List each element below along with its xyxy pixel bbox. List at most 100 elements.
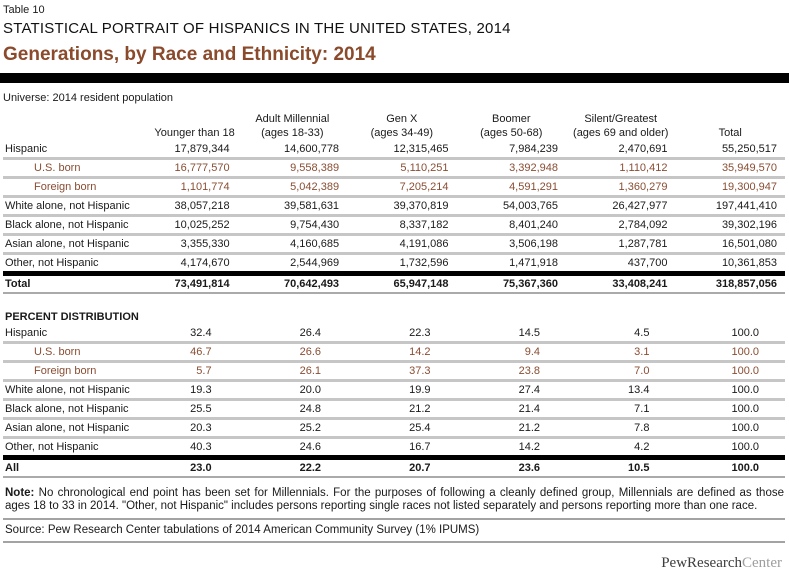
table-row-other-pct: Other, not Hispanic 40.3 24.6 16.7 14.2 … xyxy=(3,438,785,458)
report-title: STATISTICAL PORTRAIT OF HISPANICS IN THE… xyxy=(3,20,511,37)
table-row-asian-pct: Asian alone, not Hispanic 20.3 25.2 25.4… xyxy=(3,418,785,439)
cell: 21.4 xyxy=(456,399,566,420)
cell: 54,003,765 xyxy=(456,196,566,217)
pew-research-logo-center: Center xyxy=(742,555,782,571)
table-row-us-born: U.S. born 16,777,570 9,558,389 5,110,251… xyxy=(3,158,785,179)
cell: 23.0 xyxy=(151,455,238,478)
cell: 12,315,465 xyxy=(347,141,457,160)
cell: 100.0 xyxy=(675,325,785,344)
cell: 100.0 xyxy=(675,380,785,401)
pew-research-logo: PewResearch xyxy=(661,555,743,571)
cell: 16.7 xyxy=(409,441,431,453)
table-row-hispanic-pct: Hispanic 32.4 26.4 22.3 14.5 4.5 100.0 xyxy=(3,325,785,344)
cell: 37.3 xyxy=(347,361,457,382)
universe-note: Universe: 2014 resident population xyxy=(3,92,174,104)
cell: 197,441,410 xyxy=(675,196,785,217)
cell: 23.6 xyxy=(456,455,566,478)
row-label: Hispanic xyxy=(3,325,152,344)
cell: 9,558,389 xyxy=(237,158,348,179)
counts-table: Younger than 18 Adult Millennial (ages 18… xyxy=(3,110,785,294)
cell: 39,370,819 xyxy=(347,196,457,217)
empty-header-cell xyxy=(3,110,152,141)
cell: 25.2 xyxy=(237,418,348,439)
note-text: No chronological end point has been set … xyxy=(5,487,784,512)
cell: 4,174,670 xyxy=(180,257,230,269)
cell: 1,471,918 xyxy=(509,257,558,269)
cell: 26,427,977 xyxy=(566,196,676,217)
table-row-total: Total 73,491,814 70,642,493 65,947,148 7… xyxy=(3,271,785,294)
cell: 14,600,778 xyxy=(237,141,348,160)
table-label: Table 10 xyxy=(3,4,45,16)
row-label: Foreign born xyxy=(3,177,152,198)
footer: PewResearchCenter xyxy=(3,555,785,572)
cell: 14.2 xyxy=(518,441,540,453)
cell: 100.0 xyxy=(675,418,785,439)
cell: 9,754,430 xyxy=(237,215,348,236)
row-label: White alone, not Hispanic xyxy=(3,380,152,401)
cell: 3,392,948 xyxy=(456,158,566,179)
row-label: Black alone, not Hispanic xyxy=(3,215,152,236)
cell: 3,506,198 xyxy=(456,234,566,255)
cell: 7,205,214 xyxy=(347,177,457,198)
cell: 1,732,596 xyxy=(399,257,449,269)
cell: 100.0 xyxy=(731,441,759,453)
cell: 27.4 xyxy=(456,380,566,401)
cell: 16,777,570 xyxy=(151,158,238,179)
cell: 24.8 xyxy=(237,399,348,420)
cell: 20.0 xyxy=(237,380,348,401)
cell: 32.4 xyxy=(151,325,238,344)
row-label: All xyxy=(3,455,152,478)
cell: 22.2 xyxy=(237,455,348,478)
table-row-all-pct: All 23.0 22.2 20.7 23.6 10.5 100.0 xyxy=(3,455,785,478)
cell: 26.4 xyxy=(237,325,348,344)
cell: 7.0 xyxy=(566,361,676,382)
cell: 55,250,517 xyxy=(675,141,785,160)
table-row-white-pct: White alone, not Hispanic 19.3 20.0 19.9… xyxy=(3,380,785,401)
cell: 437,700 xyxy=(627,257,668,269)
column-header-total: Total xyxy=(718,127,742,139)
cell: 33,408,241 xyxy=(566,271,676,294)
table-row-foreign-born-pct: Foreign born 5.7 26.1 37.3 23.8 7.0 100.… xyxy=(3,361,785,382)
cell: 40.3 xyxy=(190,441,212,453)
cell: 100.0 xyxy=(675,361,785,382)
row-label: U.S. born xyxy=(3,158,152,179)
cell: 100.0 xyxy=(675,455,785,478)
cell: 25.4 xyxy=(347,418,457,439)
cell: 65,947,148 xyxy=(347,271,457,294)
cell: 35,949,570 xyxy=(675,158,785,179)
cell: 1,110,412 xyxy=(566,158,676,179)
column-header-silent-greatest: Silent/Greatest (ages 69 and older) xyxy=(573,113,669,139)
row-label: White alone, not Hispanic xyxy=(3,196,152,217)
cell: 8,401,240 xyxy=(456,215,566,236)
row-label: Asian alone, not Hispanic xyxy=(3,234,152,255)
row-label: Foreign born xyxy=(3,361,152,382)
table-row-white: White alone, not Hispanic 38,057,218 39,… xyxy=(3,196,785,217)
percent-section-title: PERCENT DISTRIBUTION xyxy=(5,311,139,323)
cell: 5,042,389 xyxy=(237,177,348,198)
cell: 39,581,631 xyxy=(237,196,348,217)
cell: 24.6 xyxy=(299,441,322,453)
row-label: U.S. born xyxy=(3,342,152,363)
cell: 5,110,251 xyxy=(347,158,457,179)
column-header-row: Younger than 18 Adult Millennial (ages 18… xyxy=(3,110,785,141)
cell: 2,784,092 xyxy=(566,215,676,236)
cell: 21.2 xyxy=(456,418,566,439)
cell: 9.4 xyxy=(456,342,566,363)
cell: 4,191,086 xyxy=(347,234,457,255)
cell: 70,642,493 xyxy=(237,271,348,294)
column-header-boomer: Boomer (ages 50-68) xyxy=(480,113,543,139)
cell: 1,287,781 xyxy=(566,234,676,255)
cell: 19.9 xyxy=(347,380,457,401)
table-row-other: Other, not Hispanic 4,174,670 2,544,969 … xyxy=(3,254,785,274)
cell: 2,544,969 xyxy=(290,257,340,269)
column-header-adult-millennial: Adult Millennial (ages 18-33) xyxy=(255,113,330,139)
cell: 75,367,360 xyxy=(456,271,566,294)
percent-table: Hispanic 32.4 26.4 22.3 14.5 4.5 100.0 U… xyxy=(3,325,785,478)
cell: 26.1 xyxy=(237,361,348,382)
cell: 1,360,279 xyxy=(566,177,676,198)
column-header-younger-than-18: Younger than 18 xyxy=(154,127,235,139)
cell: 22.3 xyxy=(347,325,457,344)
cell: 20.7 xyxy=(347,455,457,478)
table-row-black: Black alone, not Hispanic 10,025,252 9,7… xyxy=(3,215,785,236)
